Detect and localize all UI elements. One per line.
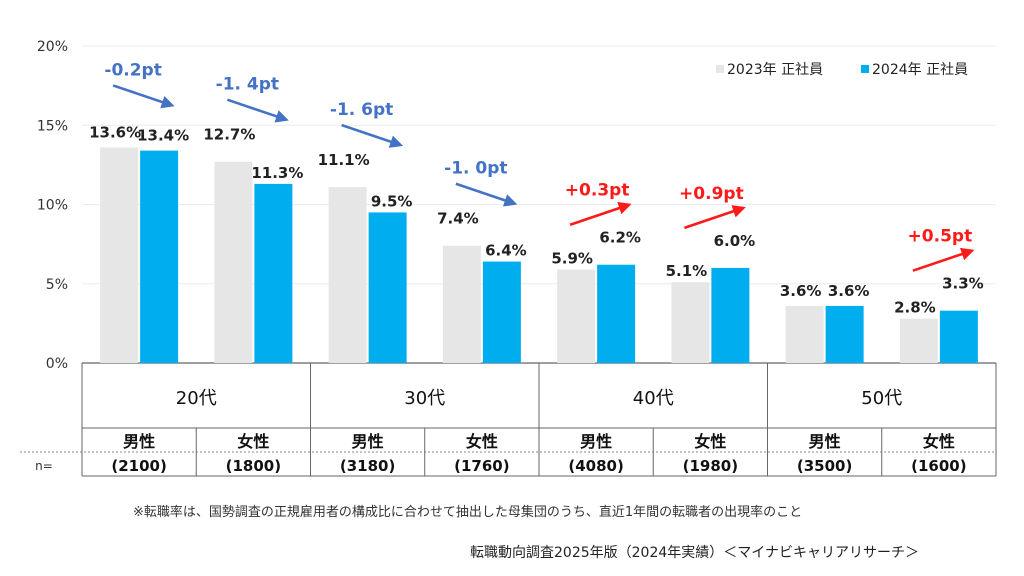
value-label-2024: 13.4% [137, 127, 189, 145]
n-value: (1980) [683, 457, 738, 475]
bar-2024 [939, 310, 978, 363]
legend-swatch-2023 [716, 65, 724, 73]
y-tick-label: 10% [37, 198, 68, 214]
bar-2023 [785, 305, 824, 363]
value-label-2023: 5.1% [666, 262, 708, 280]
change-arrow [226, 98, 289, 123]
n-value: (1800) [226, 457, 281, 475]
n-value: (3180) [340, 457, 395, 475]
change-annotation: +0.9pt [679, 184, 744, 204]
change-arrow [455, 182, 518, 207]
gender-label: 女性 [923, 432, 955, 451]
change-arrow [341, 123, 404, 148]
footnote: ※転職率は、国勢調査の正規雇用者の構成比に合わせて抽出した母集団のうち、直近1年… [133, 504, 802, 520]
n-value: (1600) [911, 457, 966, 475]
change-arrow [569, 201, 632, 226]
value-label-2023: 2.8% [894, 299, 936, 317]
change-arrow [912, 247, 975, 272]
gender-label: 男性 [809, 432, 841, 451]
value-label-2024: 6.0% [714, 232, 756, 250]
value-label-2023: 12.7% [203, 126, 255, 144]
source-credit: 転職動向調査2025年版（2024年実績）＜マイナビキャリアリサーチ＞ [470, 545, 919, 561]
change-annotation: -0.2pt [104, 60, 161, 80]
legend-label-2023: 2023年 正社員 [727, 62, 823, 78]
change-arrow [112, 84, 175, 109]
gender-label: 女性 [237, 432, 269, 451]
value-label-2023: 13.6% [89, 123, 141, 141]
bar-2023 [214, 161, 253, 363]
value-label-2023: 7.4% [437, 210, 479, 228]
age-group-label: 30代 [404, 388, 445, 409]
y-tick-label: 5% [46, 277, 68, 293]
legend-label-2024: 2024年 正社員 [872, 62, 968, 78]
n-value: (4080) [568, 457, 623, 475]
bar-2023 [100, 147, 139, 363]
value-label-2023: 3.6% [780, 282, 822, 300]
bar-2024 [597, 264, 636, 363]
bar-2024 [254, 183, 293, 363]
bar-2023 [557, 269, 596, 363]
bar-2024 [368, 212, 407, 363]
value-label-2023: 11.1% [318, 151, 370, 169]
bar-2024 [825, 305, 864, 363]
gender-label: 男性 [123, 432, 155, 451]
value-label-2023: 5.9% [551, 249, 593, 267]
bar-2023 [899, 318, 938, 363]
value-label-2024: 3.3% [942, 275, 984, 293]
change-arrow [683, 205, 746, 230]
legend-swatch-2024 [861, 65, 869, 73]
change-annotation: -1. 6pt [330, 100, 393, 120]
value-label-2024: 3.6% [828, 282, 870, 300]
gender-label: 女性 [694, 432, 726, 451]
change-annotation: -1. 4pt [216, 75, 279, 95]
y-tick-label: 20% [37, 39, 68, 55]
gender-label: 男性 [352, 432, 384, 451]
n-value: (2100) [111, 457, 166, 475]
value-label-2024: 11.3% [251, 164, 303, 182]
y-tick-label: 0% [46, 356, 68, 372]
change-annotation: +0.3pt [565, 181, 630, 201]
age-group-label: 40代 [633, 388, 674, 409]
change-annotation: -1. 0pt [444, 159, 507, 179]
value-label-2024: 6.4% [485, 242, 527, 260]
bar-2023 [671, 282, 710, 363]
n-label: n= [35, 459, 53, 473]
change-annotation: +0.5pt [908, 227, 973, 247]
n-value: (3500) [797, 457, 852, 475]
value-label-2024: 6.2% [599, 229, 641, 247]
value-label-2024: 9.5% [371, 192, 413, 210]
y-tick-label: 15% [37, 118, 68, 134]
bar-2024 [140, 150, 179, 363]
n-value: (1760) [454, 457, 509, 475]
bar-2023 [328, 187, 367, 363]
bar-2023 [442, 245, 481, 363]
age-group-label: 20代 [176, 388, 217, 409]
gender-label: 男性 [580, 432, 612, 451]
bar-2024 [711, 267, 750, 363]
gender-label: 女性 [466, 432, 498, 451]
age-group-label: 50代 [861, 388, 902, 409]
bar-2024 [482, 261, 521, 363]
